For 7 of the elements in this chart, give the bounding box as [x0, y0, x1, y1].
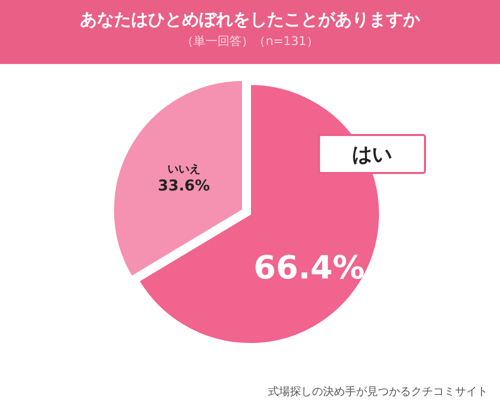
chart-subtitle: （単一回答）（n=131） [180, 33, 320, 50]
text: 式場探しの決め手が見つかるクチコミサイト [268, 385, 488, 398]
chart-title: あなたはひとめぼれをしたことがありますか [79, 9, 421, 32]
slice-label: いいえ [167, 162, 200, 176]
speech-bubble: はい [318, 134, 426, 174]
data-label: 66.4% [254, 248, 365, 287]
data-label: 33.6% [158, 176, 210, 195]
